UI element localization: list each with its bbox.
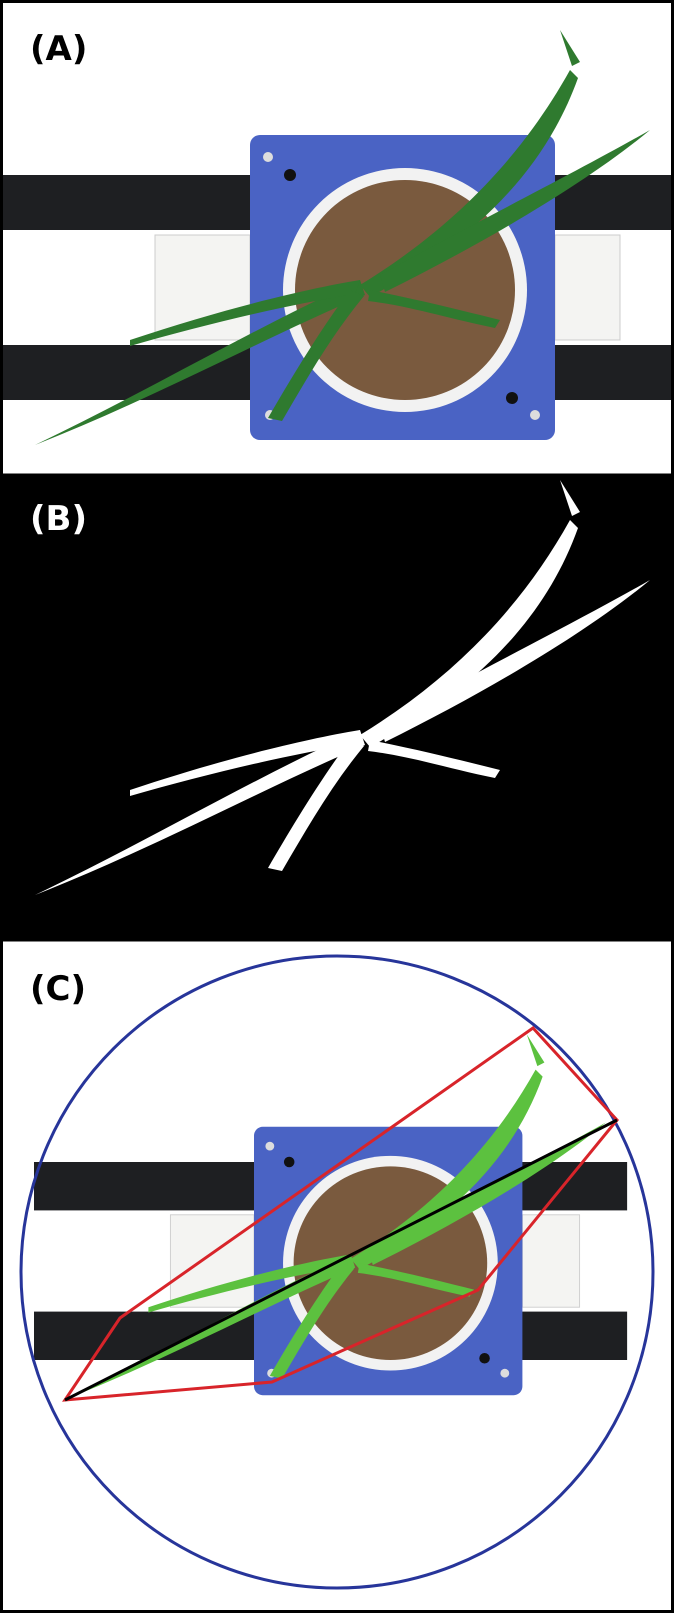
panel-b: (B)	[0, 475, 674, 940]
panel-label: (B)	[30, 499, 87, 539]
panel-label: (C)	[30, 969, 86, 1009]
page: (A) (B) (C) (() => { const data = JSON.p…	[0, 0, 674, 1613]
panel-label: (A)	[30, 29, 87, 69]
panel-a: (A)	[0, 0, 674, 475]
panel-c: (C)	[0, 940, 674, 1613]
figure: (A) (B) (C)	[0, 0, 674, 1613]
